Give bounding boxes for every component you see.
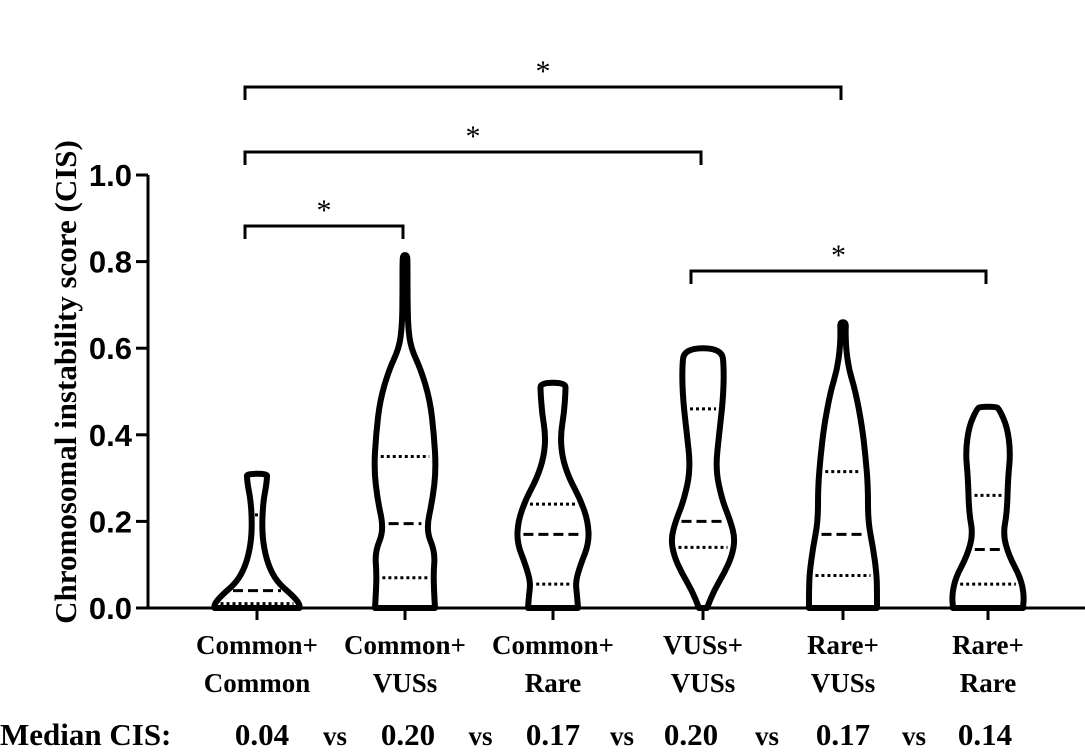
median-value: 0.20 bbox=[664, 717, 718, 752]
significance-layer: * * * * bbox=[243, 55, 988, 284]
median-value: 0.04 bbox=[235, 717, 289, 752]
violin-body bbox=[514, 379, 592, 611]
y-tick-label: 0.2 bbox=[89, 504, 132, 539]
median-value: 0.17 bbox=[816, 717, 870, 752]
median-value: 0.20 bbox=[381, 717, 435, 752]
median-value: 0.14 bbox=[958, 717, 1012, 752]
y-tick-label: 0.6 bbox=[89, 331, 132, 366]
y-tick-label: 0.4 bbox=[89, 418, 133, 453]
median-separator: vs bbox=[323, 721, 347, 751]
significance-bracket bbox=[243, 150, 703, 165]
violin-body bbox=[371, 252, 439, 611]
y-axis-title: Chromosomal instability score (CIS) bbox=[48, 140, 83, 624]
significance-bracket bbox=[689, 269, 988, 284]
x-category-label: Common+ bbox=[196, 630, 318, 660]
median-separator: vs bbox=[610, 721, 634, 751]
x-category-label: Common+ bbox=[344, 630, 466, 660]
median-value: 0.17 bbox=[526, 717, 580, 752]
y-tick-label: 0.0 bbox=[89, 591, 132, 626]
y-tick-label: 1.0 bbox=[89, 158, 132, 193]
x-category-label: VUSs bbox=[811, 668, 876, 698]
x-category-label: Common bbox=[204, 668, 311, 698]
median-separator: vs bbox=[902, 721, 926, 751]
violin-body bbox=[211, 470, 303, 611]
label-layer: Chromosomal instability score (CIS) Commo… bbox=[0, 140, 1024, 752]
x-category-label: Common+ bbox=[492, 630, 614, 660]
x-category-label: Rare bbox=[960, 668, 1016, 698]
violin-body bbox=[806, 319, 881, 611]
violin-layer bbox=[211, 252, 1027, 611]
significance-bracket bbox=[243, 85, 843, 100]
axis-layer: 0.0 0.2 0.4 0.6 0.8 1.0 bbox=[89, 158, 1085, 626]
x-category-label: Rare+ bbox=[952, 630, 1024, 660]
x-category-label: VUSs bbox=[373, 668, 438, 698]
x-category-label: Rare bbox=[525, 668, 581, 698]
y-tick-label: 0.8 bbox=[89, 245, 132, 280]
significance-star: * bbox=[831, 239, 846, 272]
violin-body bbox=[949, 403, 1027, 611]
x-category-label: VUSs+ bbox=[663, 630, 743, 660]
significance-star: * bbox=[536, 55, 551, 88]
significance-bracket bbox=[243, 224, 405, 239]
median-separator: vs bbox=[755, 721, 779, 751]
significance-star: * bbox=[317, 194, 332, 227]
x-category-label: Rare+ bbox=[807, 630, 879, 660]
x-category-label: VUSs bbox=[671, 668, 736, 698]
median-separator: vs bbox=[468, 721, 492, 751]
median-row-label: Median CIS: bbox=[0, 717, 171, 752]
violin-body bbox=[668, 345, 738, 611]
significance-star: * bbox=[466, 120, 481, 153]
